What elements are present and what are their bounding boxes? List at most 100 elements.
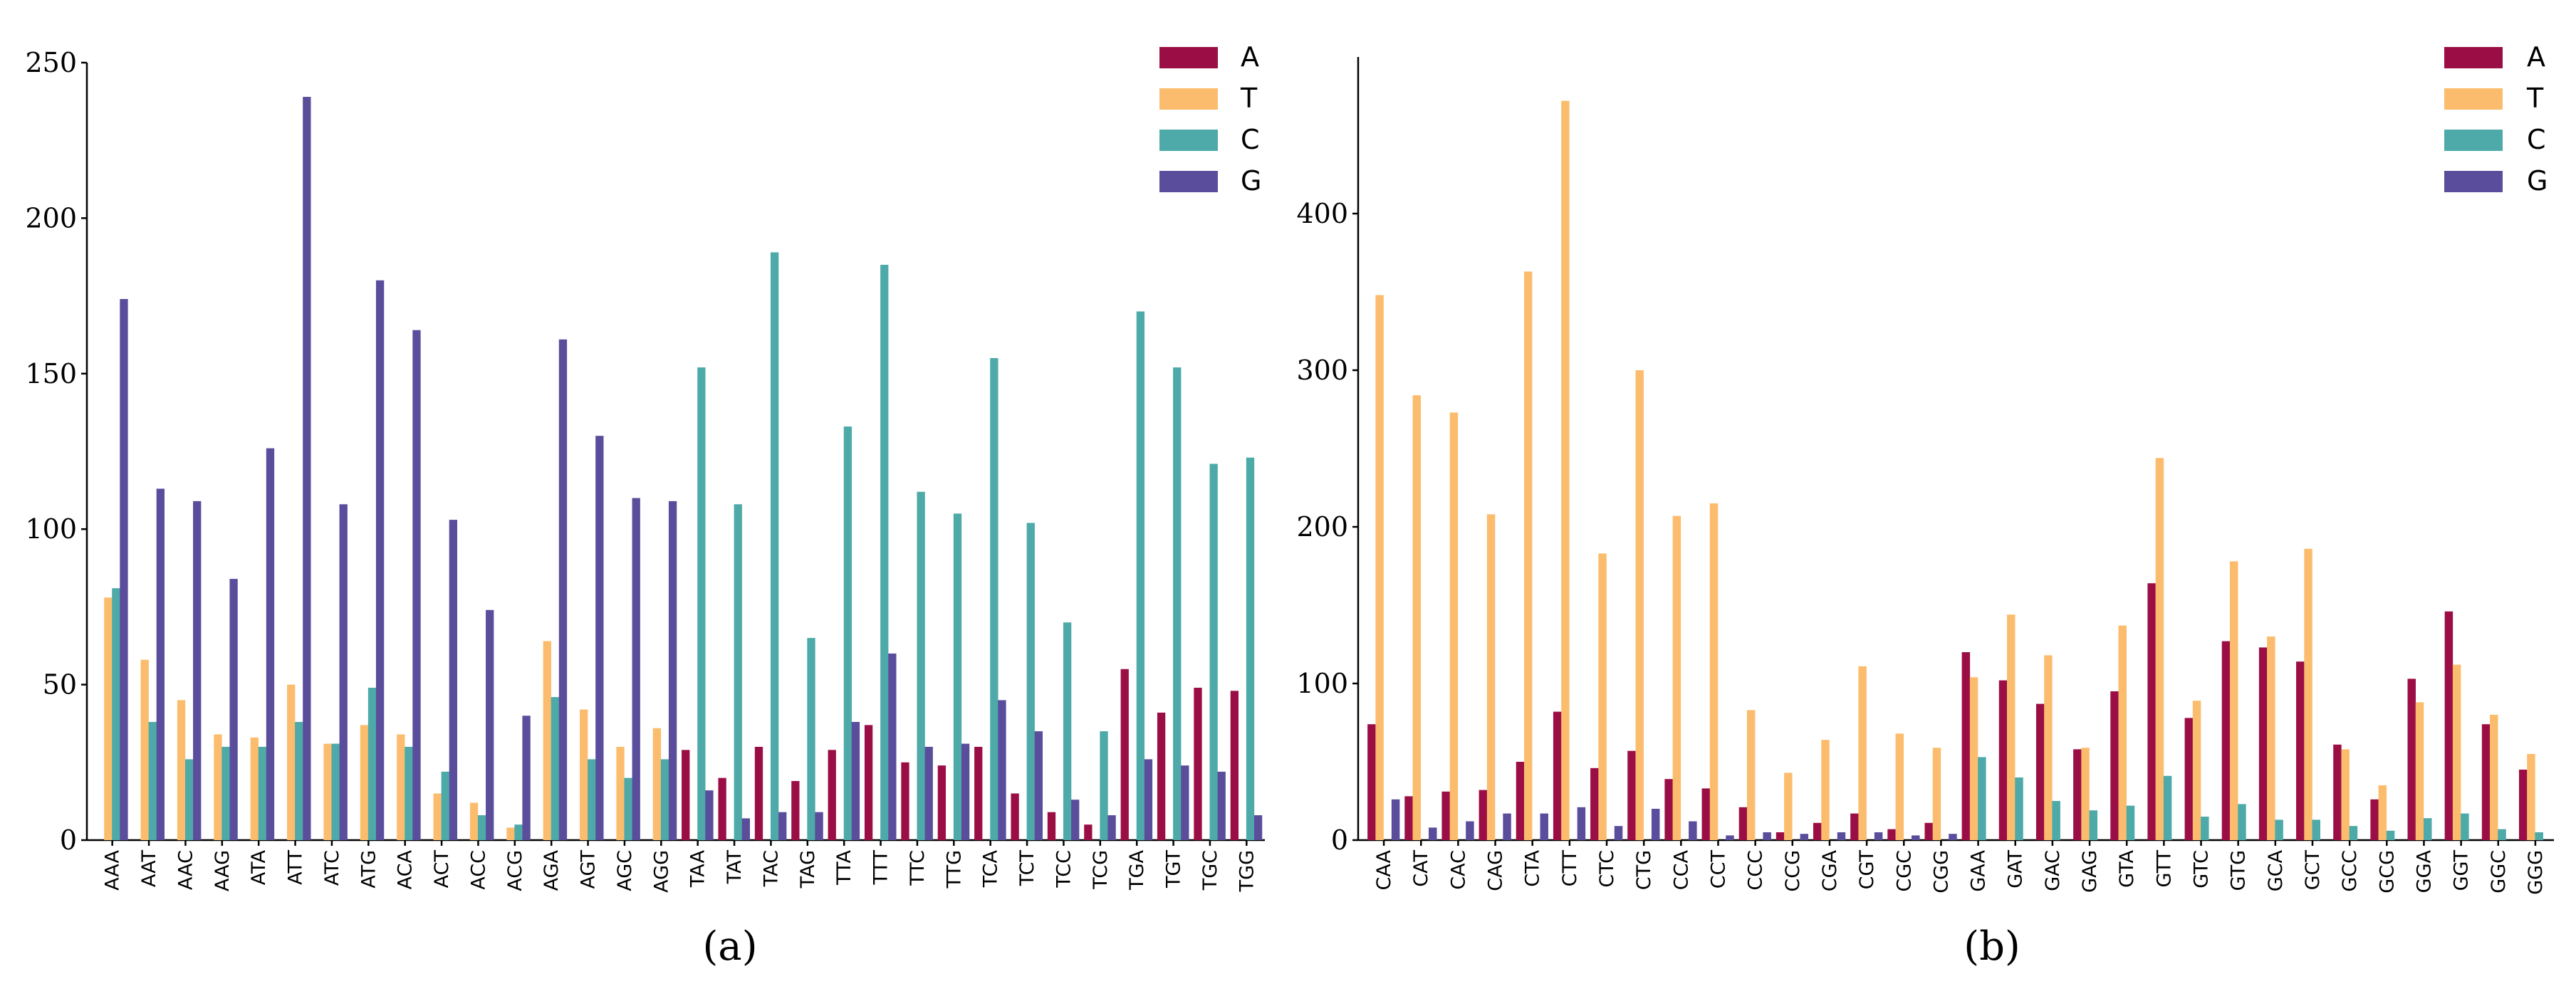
bar-T-GGG xyxy=(2527,754,2535,840)
bar-C-GAT xyxy=(2015,777,2023,840)
bar-C-TTA xyxy=(843,426,852,840)
x-tick-label: GGT xyxy=(2451,849,2473,891)
bar-A-TGG xyxy=(1230,691,1239,840)
bar-A-TTT xyxy=(864,725,873,840)
bar-G-TGA xyxy=(1144,759,1153,840)
x-tick-label: TTT xyxy=(870,849,892,885)
bar-C-AAA xyxy=(112,588,120,840)
bar-C-GAC xyxy=(2052,801,2060,840)
x-tick-label: GAT xyxy=(2005,850,2027,889)
x-tick-label: ACC xyxy=(467,850,489,890)
x-tick-label: AAA xyxy=(102,849,124,890)
bar-C-ATC xyxy=(331,743,340,840)
bar-G-CCG xyxy=(1800,834,1809,840)
bar-T-CCA xyxy=(1672,515,1681,840)
bar-G-CCT xyxy=(1726,835,1734,840)
bar-A-GCA xyxy=(2258,647,2268,840)
bar-C-TAT xyxy=(734,504,742,840)
bar-A-TCG xyxy=(1084,824,1093,840)
bar-A-GAT xyxy=(1998,680,2008,840)
x-tick-label: GCA xyxy=(2265,849,2287,891)
bar-T-AAA xyxy=(104,597,113,840)
x-tick-label: TAA xyxy=(687,849,709,888)
legend-label-A: A xyxy=(1241,41,1259,73)
bar-G-CGT xyxy=(1874,832,1883,840)
x-tick-label: AAT xyxy=(138,849,160,887)
x-tick-label: GGC xyxy=(2488,850,2510,894)
y-tick-label: 250 xyxy=(25,47,77,78)
x-tick-label: AAG xyxy=(212,850,234,891)
bar-A-CGG xyxy=(1924,822,1933,840)
x-tick-label: TGT xyxy=(1163,850,1185,889)
bar-A-CTA xyxy=(1516,762,1525,840)
x-tick-label: TCT xyxy=(1016,850,1038,887)
x-tick-label: AAC xyxy=(174,850,197,890)
bar-T-GCT xyxy=(2304,548,2312,840)
x-tick-label: ATT xyxy=(285,849,307,884)
bar-A-GGC xyxy=(2481,724,2491,840)
x-tick-label: CAC xyxy=(1447,850,1469,890)
bar-A-CGC xyxy=(1887,829,1896,840)
y-tick-label: 50 xyxy=(43,669,77,701)
bar-T-GTG xyxy=(2229,561,2238,840)
bar-T-CAG xyxy=(1486,514,1496,840)
bar-T-GTT xyxy=(2155,458,2164,840)
x-tick-label: TGG xyxy=(1236,850,1258,892)
bar-T-ATT xyxy=(287,684,296,840)
x-tick-label: AGA xyxy=(541,849,563,891)
x-tick-label: GAC xyxy=(2042,850,2064,891)
x-tick-label: TGA xyxy=(1126,849,1148,890)
bar-C-GGC xyxy=(2498,829,2506,840)
bar-T-CTA xyxy=(1523,271,1533,840)
bar-G-TGT xyxy=(1181,765,1189,840)
bar-C-GTA xyxy=(2126,805,2135,840)
bar-G-AGC xyxy=(632,498,640,840)
legend-swatch-C xyxy=(2444,130,2503,151)
x-tick-label: GTA xyxy=(2116,849,2138,887)
bar-T-GTA xyxy=(2118,625,2127,840)
bar-T-CGC xyxy=(1895,733,1904,840)
y-tick-label: 200 xyxy=(25,202,77,234)
bar-T-AAC xyxy=(177,700,186,840)
bar-T-GAC xyxy=(2044,655,2053,840)
legend-swatch-A xyxy=(2444,47,2503,68)
legend-swatch-T xyxy=(2444,88,2503,110)
bar-T-AAT xyxy=(140,659,149,840)
bar-A-TCT xyxy=(1011,793,1019,840)
bar-A-GGA xyxy=(2407,678,2416,840)
bar-A-CGT xyxy=(1850,813,1859,840)
bar-C-GTT xyxy=(2163,775,2172,840)
bar-C-GGG xyxy=(2535,832,2543,840)
bar-G-TAA xyxy=(705,790,714,840)
x-tick-label: CCT xyxy=(1707,849,1729,889)
y-tick-label: 100 xyxy=(1296,668,1348,699)
bar-G-TGG xyxy=(1253,815,1263,840)
bar-C-AAC xyxy=(184,759,194,840)
bar-A-GAC xyxy=(2035,703,2045,840)
x-tick-label: ACT xyxy=(431,849,453,888)
bar-C-TTC xyxy=(917,491,925,840)
bar-A-TAA xyxy=(682,750,690,840)
bar-C-TCG xyxy=(1100,731,1108,840)
bar-G-ACG xyxy=(522,716,531,840)
bar-C-GCA xyxy=(2275,819,2283,840)
bar-C-ATA xyxy=(258,746,267,840)
bar-G-ACC xyxy=(486,609,494,840)
bar-T-CCC xyxy=(1746,710,1756,840)
bar-G-TAG xyxy=(815,812,823,840)
legend-swatch-G xyxy=(2444,171,2503,192)
bar-T-AGA xyxy=(543,641,551,840)
bar-A-GGT xyxy=(2444,611,2454,840)
bar-T-ATA xyxy=(250,737,259,840)
legend-label-A: A xyxy=(2527,41,2545,73)
legend-label-T: T xyxy=(2526,83,2544,114)
x-tick-label: CAT xyxy=(1410,850,1432,887)
x-tick-label: CTT xyxy=(1559,850,1581,887)
bar-C-GAA xyxy=(1978,757,1986,840)
bar-T-ATG xyxy=(360,725,369,840)
bar-G-CGA xyxy=(1837,832,1846,840)
bar-G-TTC xyxy=(924,746,933,840)
